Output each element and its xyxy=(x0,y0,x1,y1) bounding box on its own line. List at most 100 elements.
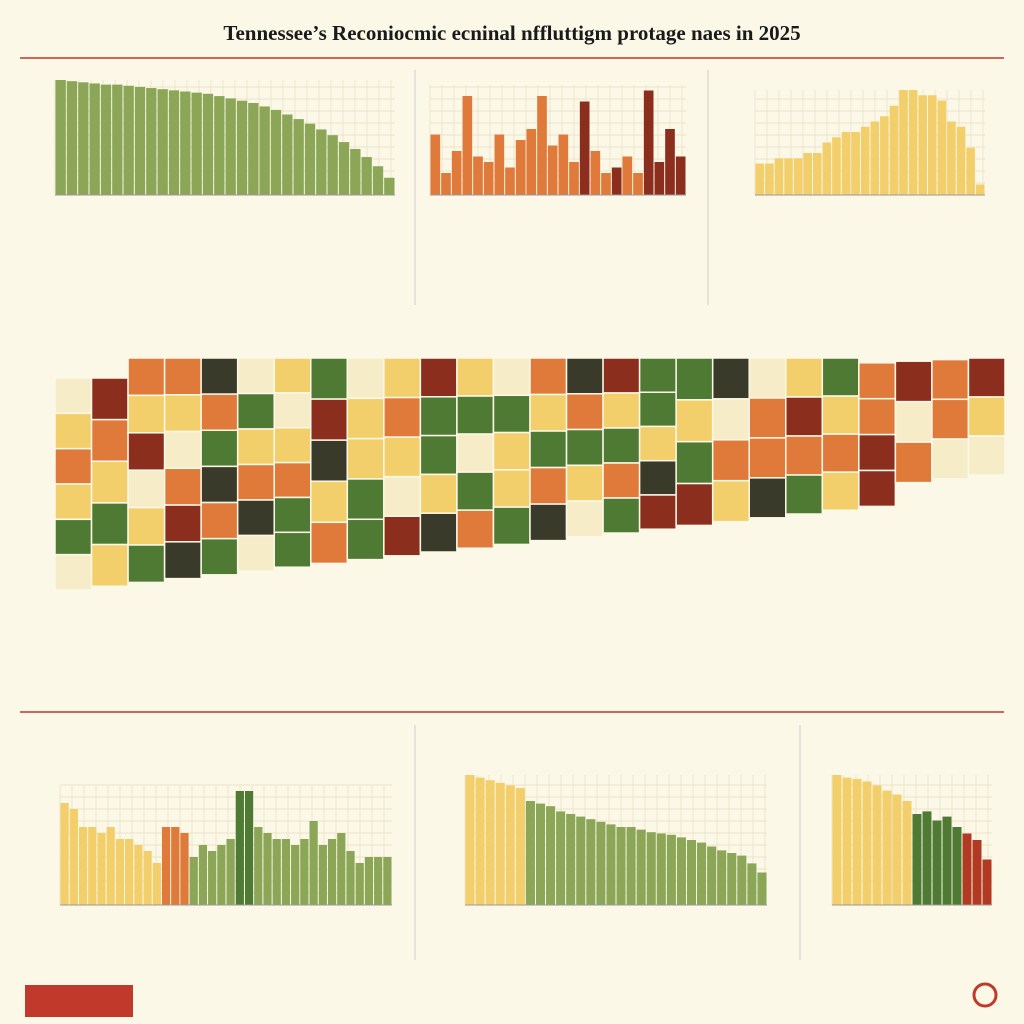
bar xyxy=(327,839,337,905)
county xyxy=(54,447,93,485)
county xyxy=(54,553,93,591)
county xyxy=(273,461,312,499)
county xyxy=(602,357,641,394)
bar xyxy=(272,839,281,905)
bar xyxy=(803,153,812,195)
county xyxy=(638,494,677,530)
county xyxy=(785,474,824,515)
county xyxy=(200,537,239,576)
bar xyxy=(822,142,832,195)
bar xyxy=(566,814,576,905)
bar xyxy=(757,872,767,905)
county xyxy=(967,396,1006,437)
county xyxy=(565,500,604,538)
county xyxy=(492,357,531,397)
county xyxy=(127,432,166,471)
bar xyxy=(665,129,675,195)
county xyxy=(602,392,641,429)
county xyxy=(273,531,312,568)
county xyxy=(821,395,860,435)
bar xyxy=(483,162,494,195)
bar xyxy=(727,853,737,905)
bar xyxy=(189,857,198,905)
county xyxy=(236,463,275,501)
bar xyxy=(697,842,707,905)
bar xyxy=(282,114,293,195)
bar xyxy=(327,135,338,195)
bar xyxy=(134,845,143,905)
bar xyxy=(872,785,882,905)
bar xyxy=(928,95,937,195)
county xyxy=(163,394,202,433)
bar xyxy=(225,98,236,195)
county xyxy=(711,479,750,523)
county xyxy=(456,433,495,473)
bar xyxy=(97,833,106,905)
county xyxy=(821,471,860,511)
bar xyxy=(774,158,784,195)
bar xyxy=(556,811,566,905)
county xyxy=(90,502,129,546)
bar xyxy=(526,129,537,195)
bar xyxy=(841,132,851,195)
bar xyxy=(947,121,956,195)
county xyxy=(456,509,495,549)
county xyxy=(492,394,531,434)
bar xyxy=(180,91,191,195)
county xyxy=(200,393,239,432)
county xyxy=(638,425,677,462)
county xyxy=(200,465,239,504)
county xyxy=(310,357,349,400)
bar xyxy=(590,151,601,195)
county xyxy=(163,430,202,470)
county xyxy=(858,362,897,400)
county xyxy=(273,392,312,429)
bar xyxy=(686,840,697,905)
county xyxy=(602,497,641,534)
bar xyxy=(441,173,451,195)
bar xyxy=(244,791,254,905)
county xyxy=(529,430,568,469)
bar xyxy=(89,83,100,195)
bar xyxy=(115,839,125,905)
bar xyxy=(123,85,134,195)
county xyxy=(419,357,458,398)
county xyxy=(90,418,129,463)
county xyxy=(785,357,824,398)
bar xyxy=(515,788,525,905)
county xyxy=(748,397,787,439)
bar xyxy=(485,780,495,905)
bar xyxy=(78,82,89,195)
county xyxy=(492,431,531,471)
county xyxy=(675,399,714,443)
bar xyxy=(912,814,922,905)
bar xyxy=(586,819,596,905)
county xyxy=(310,521,349,565)
county xyxy=(492,469,531,508)
county xyxy=(931,438,970,480)
county xyxy=(236,534,275,572)
bar xyxy=(813,153,822,195)
bar xyxy=(100,84,112,195)
county xyxy=(383,396,422,438)
bar xyxy=(918,95,927,195)
bar xyxy=(451,151,462,195)
county xyxy=(456,471,495,511)
bar xyxy=(558,134,569,195)
bar xyxy=(364,857,374,905)
county xyxy=(565,357,604,395)
bar xyxy=(168,90,180,195)
bar xyxy=(547,145,558,195)
bar xyxy=(346,851,355,905)
bar xyxy=(293,119,304,195)
bar xyxy=(505,785,515,905)
county xyxy=(419,434,458,476)
bar xyxy=(78,827,88,905)
bar xyxy=(494,134,505,195)
county xyxy=(529,357,568,396)
county xyxy=(711,357,750,400)
county xyxy=(163,357,202,396)
bar xyxy=(952,827,962,905)
bar xyxy=(832,137,841,195)
county xyxy=(565,393,604,431)
